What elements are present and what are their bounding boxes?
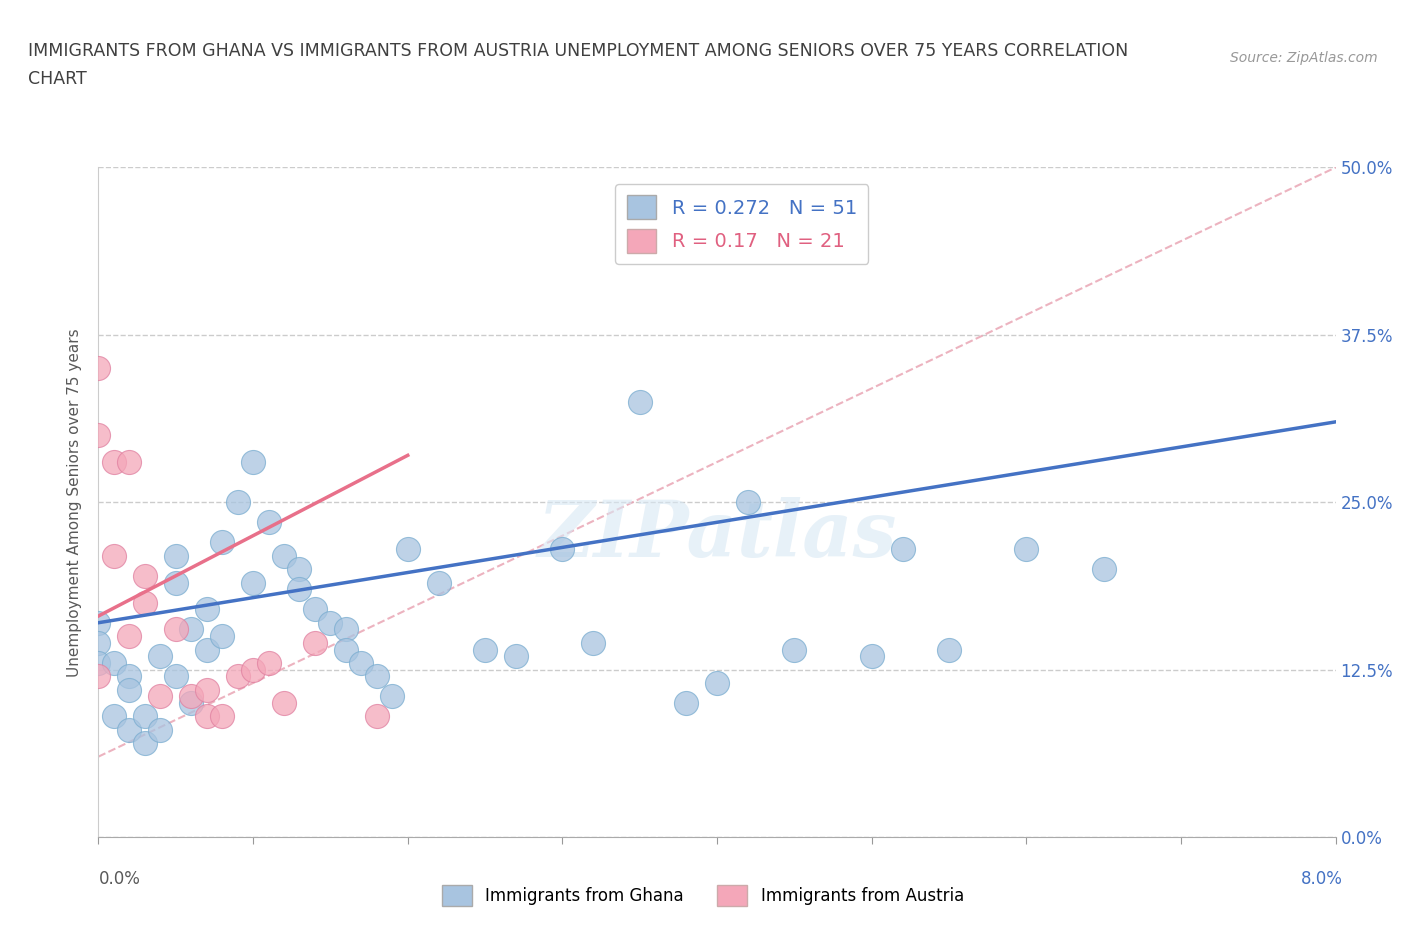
Point (226, 495, 249, 510)
Point (706, 675, 728, 690)
Point (366, 709, 388, 724)
Point (211, 535, 233, 550)
Point (783, 642, 806, 657)
Point (195, 683, 218, 698)
Point (118, 683, 141, 698)
Point (134, 595, 156, 610)
Point (938, 642, 960, 657)
Point (118, 629, 141, 644)
Point (165, 622, 187, 637)
Point (273, 549, 295, 564)
Point (1015, 541, 1038, 556)
Text: ZIPatlas: ZIPatlas (537, 498, 897, 574)
Point (195, 709, 218, 724)
Point (103, 709, 125, 724)
Point (737, 495, 759, 510)
Point (551, 541, 574, 556)
Point (195, 602, 218, 617)
Point (381, 689, 404, 704)
Text: CHART: CHART (28, 70, 87, 87)
Point (118, 723, 141, 737)
Point (165, 575, 187, 590)
Point (628, 394, 651, 409)
Point (165, 549, 187, 564)
Point (87, 616, 110, 631)
Point (582, 635, 605, 650)
Point (87, 656, 110, 671)
Point (860, 649, 883, 664)
Point (103, 549, 125, 564)
Point (87, 428, 110, 443)
Point (87, 361, 110, 376)
Point (1092, 562, 1115, 577)
Point (180, 689, 202, 704)
Point (350, 656, 373, 671)
Text: 8.0%: 8.0% (1301, 870, 1343, 887)
Point (180, 696, 202, 711)
Point (304, 635, 326, 650)
Point (257, 656, 280, 671)
Point (134, 568, 156, 583)
Point (149, 649, 172, 664)
Point (505, 649, 527, 664)
Point (103, 455, 125, 470)
Text: 0.0%: 0.0% (98, 870, 141, 887)
Point (180, 622, 202, 637)
Point (149, 689, 172, 704)
Point (211, 629, 233, 644)
Legend: Immigrants from Ghana, Immigrants from Austria: Immigrants from Ghana, Immigrants from A… (436, 879, 970, 912)
Point (211, 709, 233, 724)
Point (304, 602, 326, 617)
Point (165, 669, 187, 684)
Point (335, 622, 357, 637)
Point (288, 582, 311, 597)
Point (195, 642, 218, 657)
Point (242, 662, 264, 677)
Point (242, 455, 264, 470)
Point (149, 723, 172, 737)
Point (134, 736, 156, 751)
Point (675, 696, 697, 711)
Point (226, 669, 249, 684)
Text: IMMIGRANTS FROM GHANA VS IMMIGRANTS FROM AUSTRIA UNEMPLOYMENT AMONG SENIORS OVER: IMMIGRANTS FROM GHANA VS IMMIGRANTS FROM… (28, 42, 1129, 60)
Point (242, 575, 264, 590)
Point (134, 709, 156, 724)
Point (474, 642, 496, 657)
Point (118, 669, 141, 684)
Text: Source: ZipAtlas.com: Source: ZipAtlas.com (1230, 51, 1378, 65)
Point (273, 696, 295, 711)
Point (118, 455, 141, 470)
Point (427, 575, 450, 590)
Point (396, 541, 419, 556)
Legend: R = 0.272   N = 51, R = 0.17   N = 21: R = 0.272 N = 51, R = 0.17 N = 21 (616, 184, 869, 264)
Point (257, 515, 280, 530)
Point (103, 656, 125, 671)
Point (288, 562, 311, 577)
Point (891, 541, 914, 556)
Point (335, 642, 357, 657)
Point (319, 616, 342, 631)
Point (87, 669, 110, 684)
Point (87, 635, 110, 650)
Point (366, 669, 388, 684)
Y-axis label: Unemployment Among Seniors over 75 years: Unemployment Among Seniors over 75 years (67, 328, 83, 676)
